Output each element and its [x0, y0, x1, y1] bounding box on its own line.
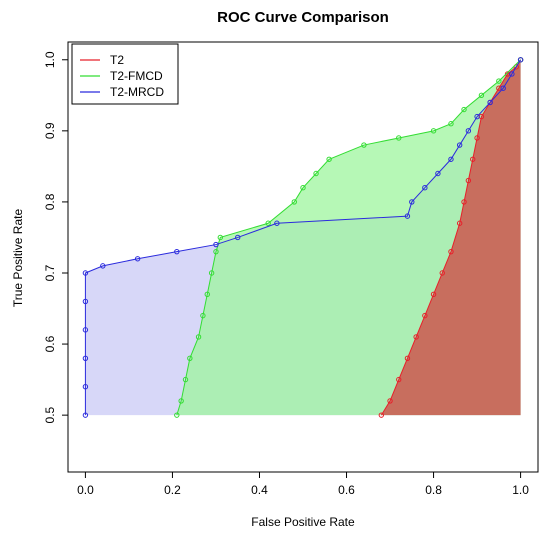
t2-mrcd-line	[84, 59, 522, 416]
t2-mrcd-point-8	[174, 248, 180, 255]
t2-fmcd-point-8	[213, 248, 219, 255]
axes: 0.0 0.2 0.4 0.6 0.8 1.0 0.5 0.6 0.7 0.8 0.9 1.0	[43, 41, 539, 497]
t2-fmcd-point-17	[430, 128, 437, 134]
y-tick-label-4: 0.9	[43, 122, 57, 139]
t2-point-9	[456, 220, 463, 226]
t2-mrcd-point-18	[465, 128, 472, 134]
t2-fmcd-point-19	[461, 106, 467, 113]
x-tick-label-4: 0.8	[425, 483, 442, 497]
t2-mrcd-point-1	[82, 384, 89, 390]
t2-mrcd-point-16	[448, 156, 454, 162]
x-tick-label-5: 1.0	[512, 483, 529, 497]
t2-point-0	[378, 412, 385, 418]
y-tick-label-5: 1.0	[43, 51, 57, 68]
plot-frame	[67, 41, 539, 473]
t2-fmcd-point-6	[204, 291, 210, 298]
t2-mrcd-point-14	[422, 185, 428, 191]
x-tick-label-3: 0.6	[338, 483, 355, 497]
t2-fmcd-point-2	[182, 376, 189, 383]
t2-mrcd-point-22	[509, 71, 515, 77]
legend-label-t2-fmcd: T2-FMCD	[110, 69, 163, 83]
t2-point-6	[430, 291, 437, 298]
t2-mrcd-point-7	[134, 256, 141, 262]
t2-mrcd-point-5	[82, 270, 89, 276]
t2-point-3	[404, 355, 411, 361]
t2-area	[381, 59, 521, 416]
t2-point-11	[465, 177, 472, 184]
t2-mrcd-point-21	[500, 85, 506, 91]
t2-fmcd-point-18	[448, 121, 454, 127]
t2-fmcd-point-15	[361, 142, 367, 148]
t2-point-2	[396, 376, 402, 383]
y-tick-label-0: 0.5	[43, 406, 57, 423]
legend-label-t2: T2	[110, 53, 124, 67]
legend-box	[71, 43, 179, 105]
t2-mrcd-point-17	[456, 142, 463, 148]
t2-fmcd-point-3	[187, 355, 193, 361]
t2-mrcd-point-13	[409, 199, 415, 205]
t2-fmcd-line	[176, 59, 521, 416]
t2-point-8	[448, 248, 454, 255]
y-tick-label-3: 0.8	[43, 193, 57, 210]
t2-mrcd-point-20	[487, 99, 493, 106]
t2-fmcd-point-12	[300, 185, 306, 191]
t2-mrcd-point-9	[213, 241, 219, 248]
t2-mrcd-point-3	[82, 327, 89, 333]
t2-mrcd-point-4	[82, 298, 89, 305]
chart-title: ROC Curve Comparison	[217, 9, 389, 26]
t2-mrcd-point-11	[274, 220, 280, 226]
t2-fmcd-point-1	[178, 398, 184, 404]
t2-mrcd-point-0	[82, 412, 89, 418]
t2-line	[380, 59, 522, 416]
t2-point-12	[470, 156, 476, 162]
t2-point-7	[439, 270, 445, 276]
t2-fmcd-point-13	[313, 170, 319, 177]
t2-mrcd-point-23	[517, 57, 524, 63]
legend-label-t2-mrcd: T2-MRCD	[110, 85, 164, 99]
x-tick-label-0: 0.0	[77, 483, 94, 497]
t2-mrcd-point-10	[235, 234, 241, 241]
t2-point-13	[474, 135, 480, 141]
t2-fmcd-point-9	[217, 234, 224, 241]
t2-fmcd-point-7	[208, 270, 215, 276]
x-tick-label-1: 0.2	[164, 483, 181, 497]
t2-point-1	[387, 398, 393, 404]
t2-fmcd-point-14	[326, 156, 332, 162]
t2-fmcd-point-16	[396, 135, 402, 141]
y-axis-label: True Positive Rate	[11, 209, 25, 308]
t2-point-10	[461, 199, 467, 205]
t2-mrcd-point-19	[474, 113, 480, 120]
t2-mrcd-point-12	[404, 213, 411, 219]
t2-fmcd-point-20	[478, 92, 485, 99]
legend: T2 T2-FMCD T2-MRCD	[71, 43, 179, 105]
t2-fmcd-point-0	[174, 412, 180, 418]
t2-point-5	[422, 312, 428, 319]
t2-mrcd-point-6	[100, 263, 106, 269]
t2-mrcd-point-2	[82, 355, 89, 361]
t2-fmcd-point-5	[200, 312, 206, 319]
t2-mrcd-point-15	[435, 170, 441, 177]
plot-area	[82, 57, 524, 418]
y-tick-label-1: 0.6	[43, 335, 57, 352]
t2-fmcd-point-4	[195, 334, 202, 340]
t2-fmcd-point-10	[265, 220, 271, 226]
t2-point-4	[413, 334, 419, 340]
y-tick-label-2: 0.7	[43, 264, 57, 281]
t2-fmcd-point-21	[496, 78, 502, 84]
x-axis-label: False Positive Rate	[251, 515, 355, 529]
x-tick-label-2: 0.4	[251, 483, 268, 497]
t2-fmcd-point-11	[291, 199, 297, 205]
